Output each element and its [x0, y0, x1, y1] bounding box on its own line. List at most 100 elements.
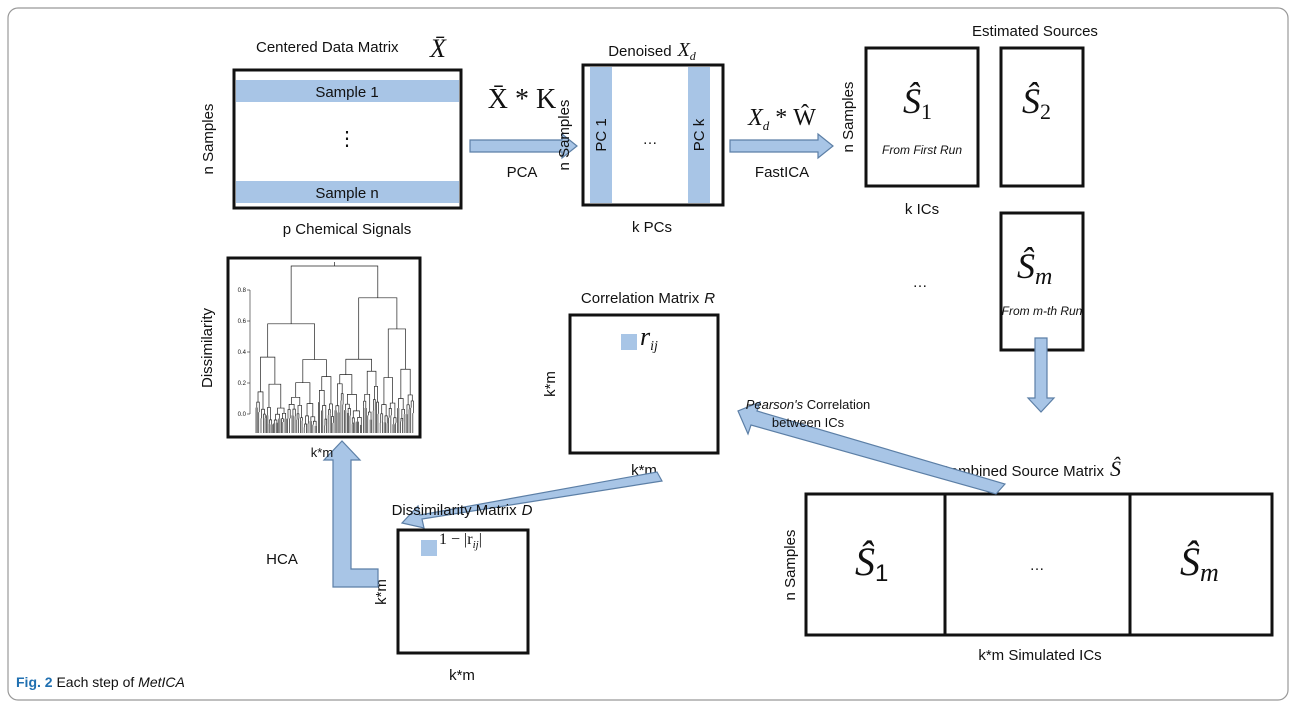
method: HCA [266, 551, 298, 568]
dendrogram-branch [321, 376, 332, 404]
symbol: Ŝ [1180, 539, 1200, 584]
source-box [999, 211, 1085, 352]
formula: X̄ * K [488, 84, 556, 115]
step-label: between ICs [772, 415, 845, 430]
label-italic: Pearson's [746, 397, 804, 412]
dendrogram-branch [282, 412, 287, 419]
subscript: m [1035, 264, 1052, 290]
ellipsis: … [913, 274, 928, 291]
subscript: ij [473, 539, 479, 551]
axis-label: n Samples [556, 100, 573, 171]
subscript: m [1200, 558, 1219, 587]
arrow [729, 132, 834, 160]
dendrogram-branch [335, 405, 340, 413]
caption-name: MetICA [138, 674, 185, 690]
matrix-box [804, 492, 1274, 637]
row-band [236, 181, 459, 203]
method: FastICA [755, 164, 809, 181]
dendrogram-branch [398, 398, 404, 410]
dendrogram-branch [407, 394, 413, 405]
dendrogram-branch [410, 400, 414, 414]
arrow [322, 440, 379, 588]
matrix-box [568, 313, 720, 455]
caption-text: Each step of [53, 674, 139, 690]
symbol: X [677, 39, 691, 61]
column-label: PC k [691, 118, 708, 151]
subscript: 2 [1040, 99, 1051, 124]
element-symbol: rij [640, 322, 658, 354]
arrow [469, 132, 578, 160]
title: Centered Data Matrix [256, 39, 399, 56]
y-tick-label: 0.8 [238, 288, 247, 294]
source-symbol: Ŝ1 [903, 81, 932, 124]
symbol: X̄ [429, 34, 447, 63]
symbol: D [522, 502, 533, 519]
formula-rest: * Ŵ [769, 104, 816, 131]
dendrogram-branch [374, 385, 378, 403]
source-box [864, 46, 980, 188]
dendrogram-branch [266, 407, 271, 420]
axis-label: n Samples [840, 82, 857, 153]
title: Combined Source Matrix Ŝ [939, 456, 1121, 481]
dendrogram-branch [389, 402, 396, 418]
dendrogram-branch [300, 417, 303, 424]
prefix: 1 − |r [439, 531, 473, 548]
title: Dissimilarity Matrix D [392, 502, 533, 519]
subscript: 1 [921, 99, 932, 124]
arrow [400, 471, 663, 529]
axis-label: Dissimilarity [199, 308, 216, 388]
subscript: ij [650, 339, 658, 354]
method: PCA [507, 164, 538, 181]
axis-label: p Chemical Signals [283, 221, 411, 238]
row-band [236, 80, 459, 102]
subscript: d [763, 118, 770, 133]
axis-label: k ICs [905, 201, 939, 218]
axis-label: k*m [449, 667, 475, 684]
dendrogram-branch [337, 383, 343, 406]
symbol: r [640, 322, 651, 351]
dendrogram-branch [263, 413, 266, 421]
dendrogram-branch [322, 405, 327, 420]
subscript: 1 [875, 560, 888, 587]
dendrogram-branch [305, 415, 309, 425]
axis-label: k*m [311, 445, 333, 460]
dendrogram-branch [304, 423, 307, 428]
source-symbol: Ŝ2 [1022, 81, 1051, 124]
symbol: Ŝ [855, 539, 875, 584]
title: Correlation Matrix R [581, 290, 715, 307]
dendrogram-branch [352, 410, 360, 418]
dendrogram-branch [281, 418, 284, 426]
y-tick-label: 0.4 [238, 350, 247, 356]
symbol: Ŝ [1110, 456, 1121, 481]
title: Denoised Xd [608, 39, 697, 63]
ellipsis: … [643, 131, 658, 148]
suffix: | [479, 531, 482, 548]
dendrogram-branch [306, 403, 314, 417]
source-box [999, 46, 1085, 188]
element-cell [421, 540, 437, 556]
title: Correlation Matrix [581, 290, 700, 307]
symbol: X [747, 105, 764, 131]
title: Combined Source Matrix [939, 463, 1105, 480]
block-symbol: Ŝm [1180, 539, 1219, 587]
arrow [1026, 337, 1056, 413]
label: Correlation [803, 397, 870, 412]
dendrogram-branch [401, 408, 405, 419]
arrow [737, 400, 1007, 495]
axis-label: k*m [542, 371, 559, 397]
dendrogram [255, 262, 414, 433]
element-cell [621, 334, 637, 350]
row-label: Sample n [315, 185, 378, 202]
dendrogram-branch [302, 359, 327, 383]
symbol: Ŝ [1022, 81, 1040, 121]
axis-label: n Samples [200, 104, 217, 175]
row-label: Sample 1 [315, 84, 378, 101]
block-symbol: Ŝ1 [855, 539, 888, 587]
dendrogram-branch [273, 419, 278, 424]
dendrogram-branch [292, 408, 296, 417]
y-tick-label: 0.0 [238, 412, 247, 418]
subscript: d [690, 49, 697, 63]
dendrogram-branch [256, 401, 260, 413]
title: Denoised [608, 43, 671, 60]
dendrogram-branch [345, 358, 372, 375]
